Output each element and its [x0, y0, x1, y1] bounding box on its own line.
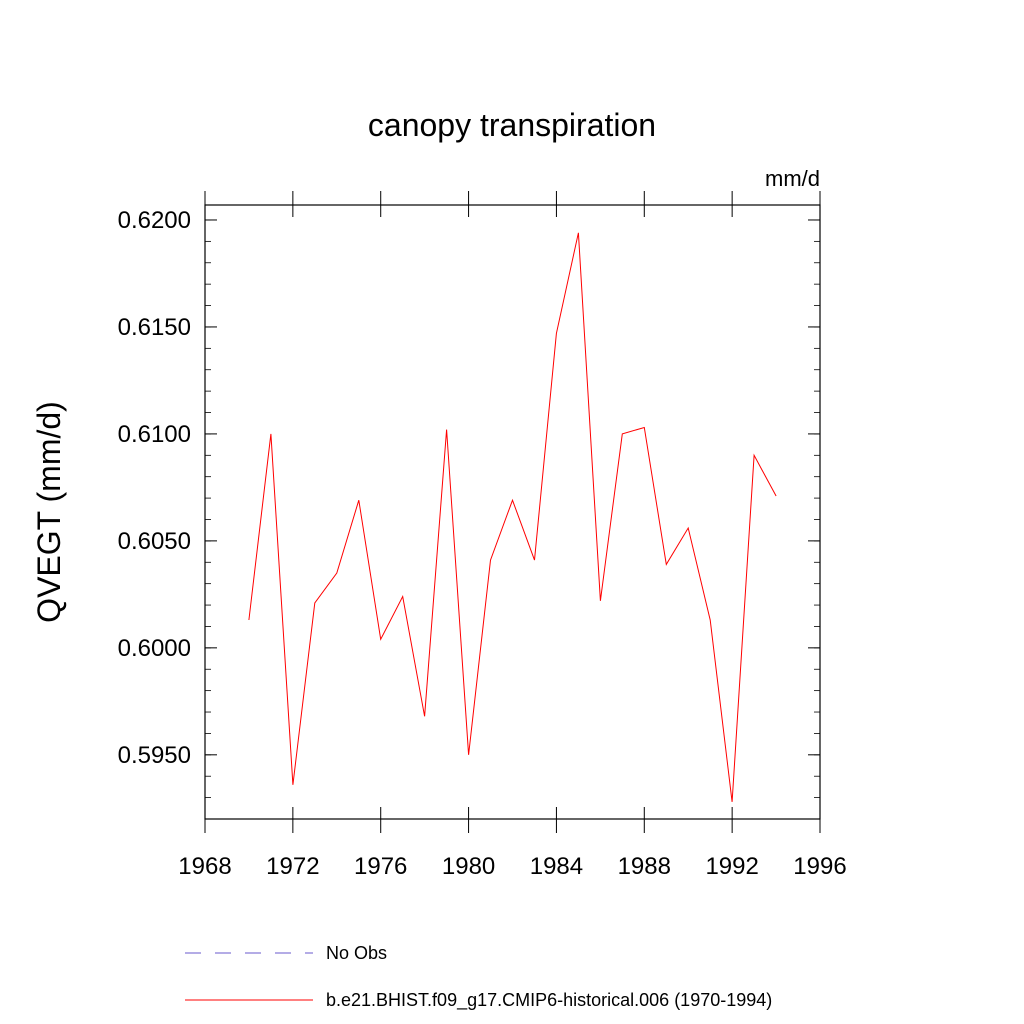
chart-title: canopy transpiration [368, 107, 656, 143]
x-tick-label: 1968 [178, 853, 231, 880]
y-axis-label: QVEGT (mm/d) [31, 401, 67, 623]
axis-ticks: 0.5950 0.6000 0.6050 0.6100 0.6150 0.6200 1968… [118, 191, 847, 880]
y-tick-label: 0.6050 [118, 528, 191, 555]
legend-label: No Obs [326, 943, 387, 963]
x-tick-label: 1988 [618, 853, 671, 880]
plot-frame [204, 204, 821, 820]
x-tick-label: 1984 [530, 853, 583, 880]
y-tick-label: 0.6000 [118, 635, 191, 662]
legend: No Obs b.e21.BHIST.f09_g17.CMIP6-historic… [185, 943, 772, 1011]
series-line [248, 232, 777, 802]
units-label: mm/d [765, 166, 820, 191]
legend-label: b.e21.BHIST.f09_g17.CMIP6-historical.006… [326, 990, 772, 1011]
series-layer [248, 232, 777, 802]
y-tick-label: 0.6150 [118, 314, 191, 341]
x-tick-label: 1992 [705, 853, 758, 880]
x-tick-label: 1996 [793, 853, 846, 880]
y-tick-label: 0.6100 [118, 421, 191, 448]
x-tick-label: 1972 [266, 853, 319, 880]
y-tick-label: 0.5950 [118, 742, 191, 769]
y-tick-label: 0.6200 [118, 207, 191, 234]
x-tick-label: 1976 [354, 853, 407, 880]
x-tick-label: 1980 [442, 853, 495, 880]
